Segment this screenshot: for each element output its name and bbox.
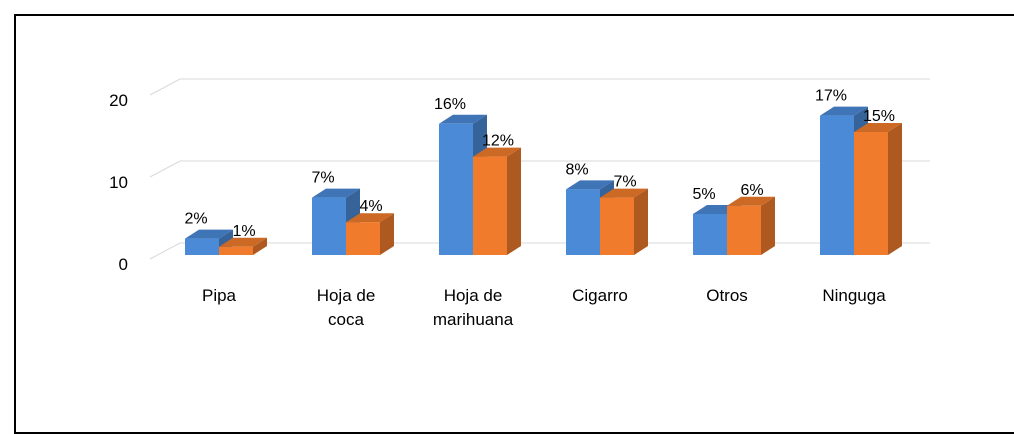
bar [439,123,473,255]
bar [473,156,507,255]
bar [854,132,888,255]
bar [820,115,854,255]
bar [600,197,634,255]
category-label: Otros [706,286,748,305]
gridline [149,78,930,96]
y-tick-label: 10 [109,173,128,192]
bar-top [312,188,360,198]
data-label: 15% [863,108,895,125]
bar-side [888,123,902,255]
data-label: 16% [434,96,466,113]
bar-top [854,123,902,132]
bar-top [600,188,648,198]
gridline [149,160,930,178]
category-label: Cigarro [572,286,628,305]
bar-side [761,196,775,255]
category-label: marihuana [433,310,514,329]
data-label: 2% [184,211,207,228]
bar-top [219,237,267,247]
bar-top [566,180,614,190]
bar-side [507,147,521,255]
category-label: coca [328,310,364,329]
bar-side [634,188,648,255]
data-label: 4% [359,198,382,215]
bar-top [727,196,775,206]
data-label: 12% [482,133,514,150]
data-label: 5% [692,186,715,203]
bar [219,246,253,255]
bar [185,238,219,255]
bar-chart: 0 10 20 2% 7% 16% 8% 5% 17% 1% 4% 12% 7% 6% 15% Pipa Hoj… [109,78,930,329]
y-tick-label: 20 [109,91,128,110]
bar [566,189,600,255]
gridline [149,242,930,260]
bar-side [253,237,267,255]
bar-top [820,106,868,116]
category-label: Ninguga [822,286,886,305]
bar [346,222,380,255]
bar-top [473,147,521,157]
bar-top [439,114,487,124]
y-tick-label: 0 [119,255,128,274]
category-label: Hoja de [317,286,376,305]
data-label: 1% [232,223,255,240]
data-label: 8% [565,161,588,178]
bar-top [185,229,233,239]
bar [693,214,727,255]
bar [312,197,346,255]
bar-side [380,213,394,255]
data-label: 7% [613,174,636,191]
category-label: Pipa [202,286,237,305]
category-label: Hoja de [444,286,503,305]
data-label: 17% [815,88,847,105]
data-label: 6% [740,182,763,199]
bar [727,205,761,255]
bar-top [346,213,394,223]
data-label: 7% [311,170,334,187]
